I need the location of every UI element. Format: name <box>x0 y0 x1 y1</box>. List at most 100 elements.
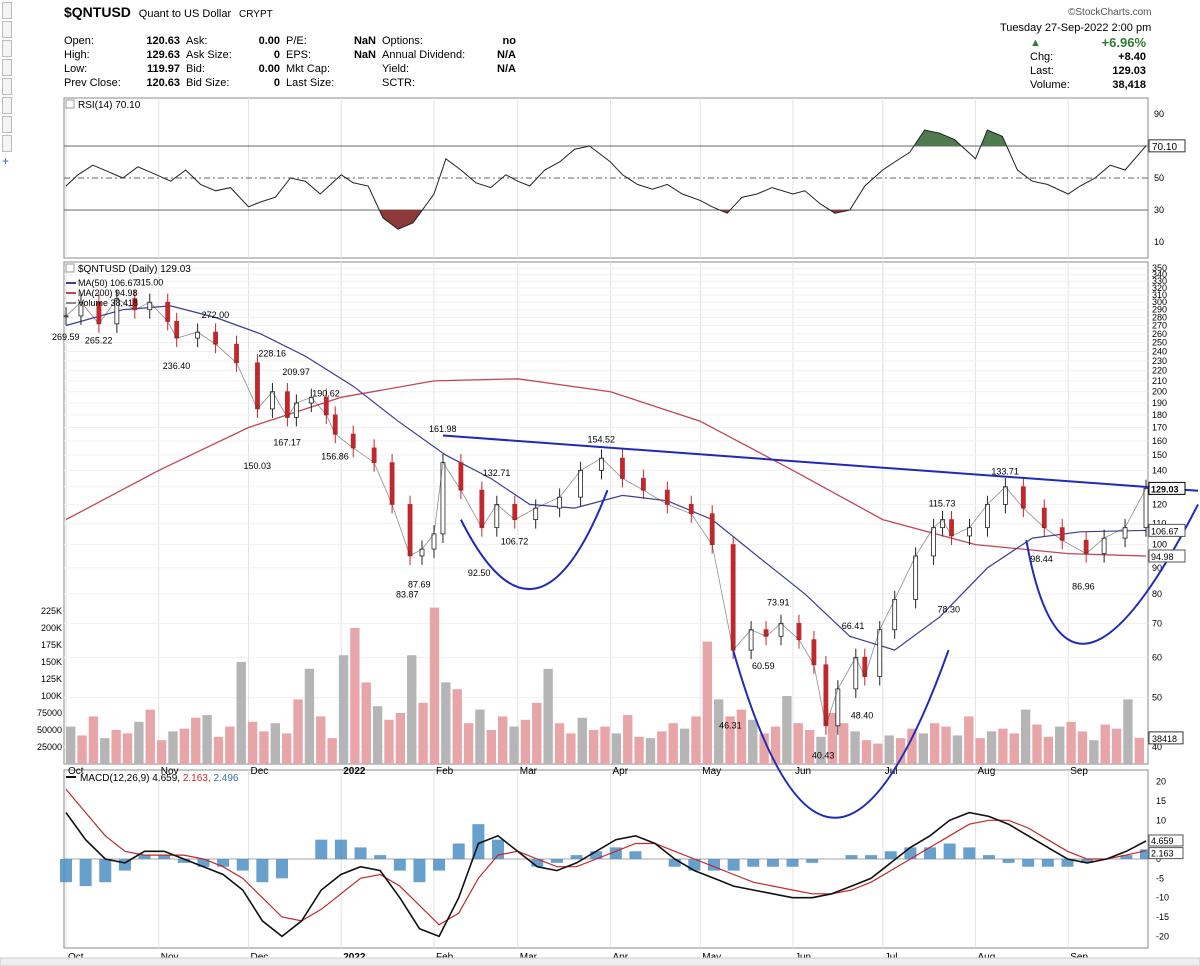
price-tick-label: 60 <box>1152 652 1162 662</box>
quote-label: Open: <box>64 35 94 47</box>
toolbar-slot[interactable] <box>2 78 12 95</box>
candle-body <box>284 391 290 418</box>
price-tick-label: 270 <box>1152 320 1167 330</box>
quote-value: 120.63 <box>146 35 180 47</box>
toolbar-slot[interactable] <box>2 135 12 152</box>
macd-histogram-bar <box>492 839 504 859</box>
cup-arc <box>460 489 609 591</box>
toolbar-slot[interactable] <box>2 40 12 57</box>
macd-histogram-bar <box>766 859 779 867</box>
quote-value: N/A <box>497 63 516 75</box>
macd-histogram-bar <box>452 843 465 859</box>
candle-body <box>323 396 329 416</box>
price-tick-label: 200 <box>1152 387 1167 397</box>
candle-body <box>389 462 395 505</box>
candle-body <box>578 469 583 498</box>
volume-bar <box>1055 726 1065 764</box>
candle-body <box>1041 507 1047 529</box>
macd-histogram-bar <box>884 851 897 859</box>
candle-body <box>1059 527 1065 541</box>
macd-histogram-bar <box>1041 859 1054 867</box>
price-label: 40.43 <box>812 750 835 760</box>
quote-summary: ▲ +6.96% Chg: +8.40 Last: 129.03 Volume: 38,… <box>1030 36 1146 92</box>
price-tick-label: 320 <box>1152 283 1167 293</box>
toolbar-slot[interactable] <box>2 97 12 114</box>
candle-body <box>620 457 625 479</box>
volume-bar <box>895 738 906 764</box>
macd-histogram-bar <box>943 843 956 859</box>
price-label: 269.59 <box>52 332 80 342</box>
price-tick-label: 180 <box>1152 410 1167 420</box>
plus-icon[interactable]: + <box>2 154 10 168</box>
price-label: 265.22 <box>85 335 113 345</box>
volume-bar <box>532 702 542 764</box>
price-tick-label: 80 <box>1152 589 1162 599</box>
macd-histogram-bar <box>374 855 387 859</box>
candle-body <box>255 362 260 410</box>
macd-value-text: 2.496 <box>213 773 238 784</box>
volume-bar <box>861 740 872 764</box>
candle-body <box>811 639 817 666</box>
price-right-label: 106.67 <box>1151 526 1179 536</box>
price-close-line <box>65 298 1147 728</box>
volume-bar <box>793 723 803 764</box>
volume-bar <box>543 668 553 764</box>
macd-histogram-bar <box>158 855 171 859</box>
candle-body <box>730 544 736 651</box>
volume-bar <box>964 716 974 764</box>
toolbar-slot[interactable] <box>2 2 12 19</box>
toolbar-slot[interactable] <box>2 21 12 38</box>
volume-bar <box>407 655 417 764</box>
price-label: 46.31 <box>719 720 742 730</box>
quote-label: High: <box>64 49 90 61</box>
quote-value: 0 <box>273 77 280 89</box>
price-label: 115.73 <box>929 498 956 508</box>
volume-bar <box>361 682 371 764</box>
macd-histogram-bar <box>590 851 603 859</box>
volume-bar <box>293 699 303 764</box>
price-tick-label: 100 <box>1152 540 1167 550</box>
macd-histogram-bar <box>217 859 230 867</box>
candle-body <box>1083 539 1089 555</box>
price-right-box <box>1148 523 1186 537</box>
toolbar-slot[interactable] <box>2 59 12 76</box>
candle-body <box>213 331 218 345</box>
volume-bar <box>873 743 883 764</box>
toolbar-slot[interactable] <box>2 116 12 133</box>
macd-histogram-bar <box>708 859 720 871</box>
rsi-tick-label: 10 <box>1154 237 1164 247</box>
volume-bar <box>202 715 212 764</box>
price-label: 272.00 <box>202 310 230 320</box>
quote-table: Open: 120.63 Ask: 0.00 P/E: NaN Options: no High… <box>64 34 516 90</box>
macd-histogram-bar <box>118 859 131 871</box>
volume-tick-label: 175K <box>41 640 62 650</box>
price-tick-label: 170 <box>1152 423 1167 433</box>
macd-title: MACD(12,26,9) 4.659, 2.163, 2.496 <box>80 773 239 784</box>
rsi-title: RSI(14) 70.10 <box>78 100 141 111</box>
price-tick-label: 110 <box>1152 519 1166 529</box>
macd-histogram-bar <box>963 847 976 859</box>
price-legend-entry: MA(50) 106.67 <box>78 278 138 288</box>
volume-tick-label: 25000 <box>37 742 62 752</box>
volume-bar <box>839 723 849 764</box>
volume-bar <box>66 726 76 764</box>
volume-label: Volume: <box>1030 79 1070 91</box>
volume-tick-label: 125K <box>41 674 62 684</box>
macd-histogram-bar <box>256 859 269 883</box>
x-tick-label: Oct <box>68 766 84 777</box>
rsi-current-box <box>1148 139 1186 153</box>
exchange: CRYPT <box>239 9 273 20</box>
price-right-box <box>1148 549 1186 563</box>
volume-bar <box>372 706 383 764</box>
quote-label: Bid Size: <box>186 77 230 89</box>
price-label: 86.96 <box>1072 581 1095 591</box>
x-tick-label: Feb <box>436 766 454 777</box>
candle-body <box>1002 486 1008 505</box>
quote-label: Low: <box>64 63 88 75</box>
volume-bar <box>759 733 769 764</box>
price-tick-label: 340 <box>1152 270 1167 280</box>
macd-tick-label: 15 <box>1156 796 1166 806</box>
price-label: 78.30 <box>938 605 961 615</box>
price-label: 133.71 <box>991 467 1019 477</box>
